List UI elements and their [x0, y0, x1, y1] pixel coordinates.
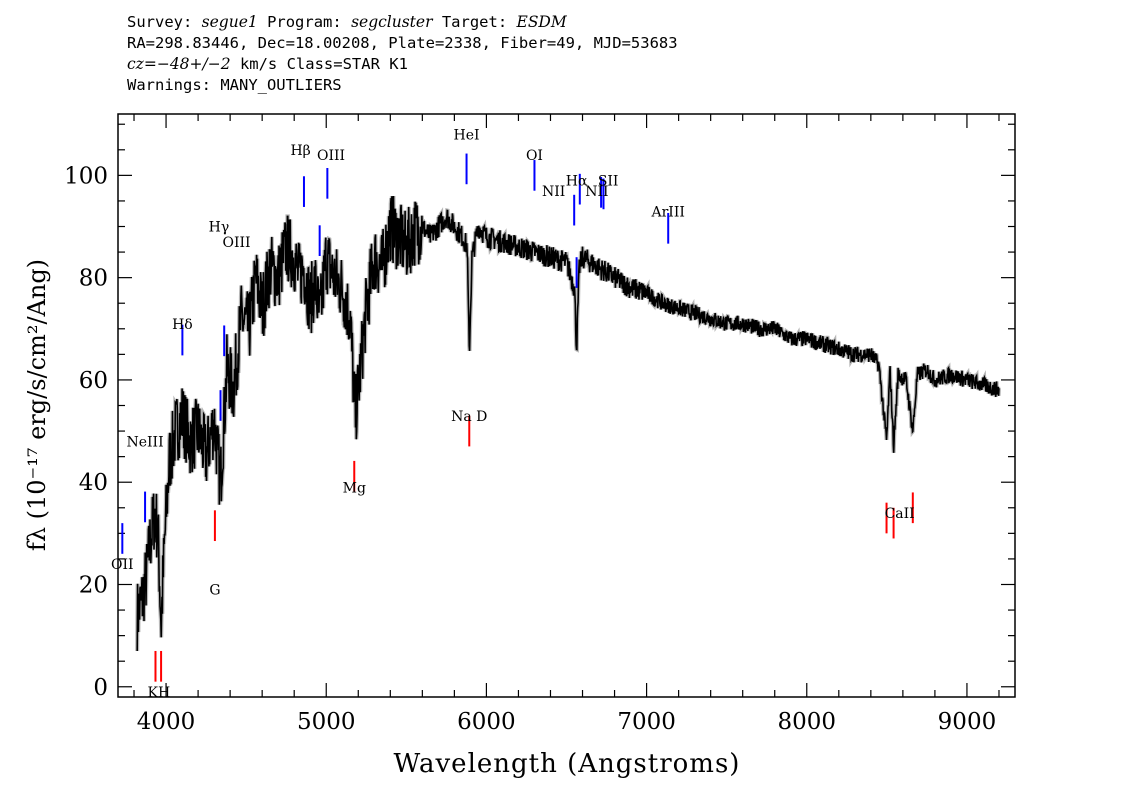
line-label: OIII	[317, 148, 345, 164]
line-label: NeIII	[126, 434, 163, 450]
header-line-redshift: cz=−48+/−2 km/s Class=STAR K1	[127, 54, 1027, 75]
y-tick-label: 40	[79, 470, 108, 496]
survey-value: segue1	[201, 13, 258, 31]
target-value: ESDM	[516, 13, 567, 31]
line-label: CaII	[885, 506, 915, 522]
line-label: NII	[542, 184, 565, 200]
survey-label: Survey:	[127, 13, 202, 31]
line-label: OI	[526, 148, 543, 164]
line-label: Hβ	[290, 143, 310, 159]
line-label: SII	[598, 174, 619, 190]
x-tick-label: 9000	[938, 709, 997, 735]
x-tick-label: 4000	[137, 709, 196, 735]
line-label: OII	[111, 557, 134, 573]
y-axis-label: fλ (10⁻¹⁷ erg/s/cm²/Ang)	[23, 259, 51, 551]
plot-frame	[117, 113, 1016, 698]
line-label: Mg	[343, 480, 366, 496]
line-label: NII	[585, 184, 608, 200]
axes: 4000 5000 6000 7000 8000 9000 0 20 40 60 80 100	[64, 113, 1016, 735]
program-label: Program:	[257, 13, 352, 31]
line-label: Hγ	[209, 220, 230, 236]
x-tick-label: 7000	[617, 709, 676, 735]
class-value: km/s Class=STAR K1	[230, 55, 408, 73]
target-label: Target:	[432, 13, 517, 31]
spectral-line-labels: OII NeIII KH Hδ Hγ G OIII Hβ OIII Mg HeI Na D OI NIIH…	[111, 128, 915, 701]
spectral-line-markers	[121, 153, 914, 682]
program-value: segcluster	[351, 13, 433, 31]
header-line-survey: Survey: segue1 Program: segcluster Targe…	[127, 12, 1027, 33]
line-label: G	[209, 583, 220, 599]
line-label: ArIII	[651, 204, 685, 220]
y-tick-label: 80	[79, 266, 108, 292]
line-label: HeI	[454, 128, 480, 144]
spectrum-header: Survey: segue1 Program: segcluster Targe…	[127, 12, 1027, 96]
redshift-value: cz=−48+/−2	[127, 55, 231, 73]
spectrum-line	[136, 195, 1000, 652]
spectrum-series	[135, 195, 1001, 652]
x-axis-label: Wavelength (Angstroms)	[394, 749, 741, 779]
line-label: KH	[148, 685, 171, 701]
header-line-coordinates: RA=298.83446, Dec=18.00208, Plate=2338, …	[127, 34, 678, 52]
line-label: OIII	[222, 235, 250, 251]
line-label: Hδ	[172, 317, 193, 333]
y-tick-label: 0	[93, 675, 108, 701]
x-tick-label: 5000	[297, 709, 356, 735]
x-tick-label: 8000	[777, 709, 836, 735]
x-tick-label: 6000	[457, 709, 516, 735]
y-tick-label: 100	[64, 163, 108, 189]
header-line-warnings: Warnings: MANY_OUTLIERS	[127, 76, 342, 94]
y-tick-label: 60	[79, 368, 108, 394]
line-label: Na D	[451, 409, 487, 425]
line-label: Hα	[566, 174, 588, 190]
y-tick-label: 20	[79, 572, 108, 598]
